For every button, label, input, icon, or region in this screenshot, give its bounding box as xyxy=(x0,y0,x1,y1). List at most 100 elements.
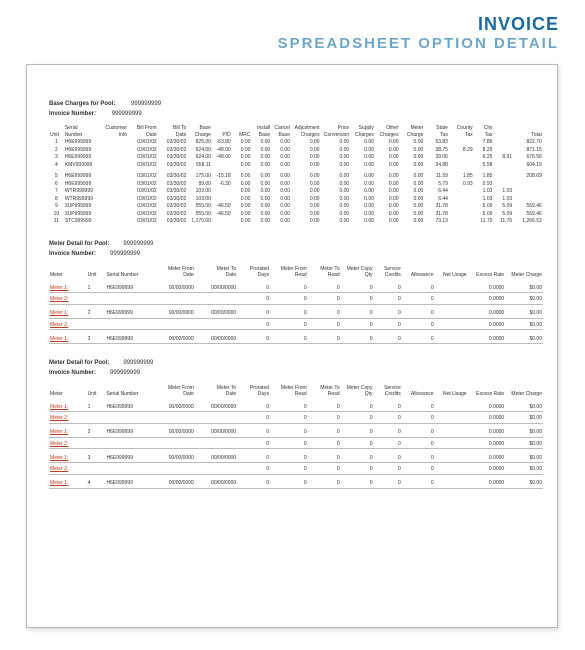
meter-link[interactable]: Meter 1: xyxy=(50,336,68,342)
base-table-cell: 103.00 xyxy=(187,195,212,203)
meter-table-cell: 0 xyxy=(402,333,435,344)
meter-table-cell: 0 xyxy=(237,307,270,318)
meter-table-cell: 0 xyxy=(308,307,341,318)
base-table-cell: 0.00 xyxy=(350,195,375,203)
base-col-header: Bill FromDate xyxy=(128,125,158,139)
meter-table-cell: 0 xyxy=(374,318,402,330)
meter-table-cell xyxy=(152,437,194,449)
base-table-cell xyxy=(449,218,474,226)
meter-link[interactable]: Meter 1: xyxy=(50,429,68,435)
meter-table-cell: 0 xyxy=(270,293,308,305)
meter-col-header: ServiceCredits xyxy=(374,265,402,282)
base-table-cell: 0.00 xyxy=(350,188,375,196)
meter-table-cell: Meter 2: xyxy=(49,293,87,305)
meter-table-cell xyxy=(87,412,106,424)
meter-link[interactable]: Meter 1: xyxy=(50,285,68,291)
meter-table-cell: 0 xyxy=(402,307,435,318)
meter-table-cell: Meter 2: xyxy=(49,318,87,330)
meter-table-cell: 0 xyxy=(270,437,308,449)
meter-table-cell: 0 xyxy=(341,333,374,344)
base-table-cell: 0.00 xyxy=(321,195,351,203)
base-table-row: 5H6E99999903/01/0203/30/02175.00-15.180.… xyxy=(49,173,543,181)
meter-title-label: Meter Detail for Pool: xyxy=(49,241,109,247)
meter-table-cell: 0 xyxy=(308,463,341,475)
meter-title-label: Meter Detail for Pool: xyxy=(49,360,109,366)
base-table-cell: 0.00 xyxy=(271,161,291,169)
base-col-header: SupplyCharges xyxy=(350,125,375,139)
base-table-cell: 0.00 xyxy=(400,210,425,218)
meter-table-cell: 0 xyxy=(270,477,308,488)
meter-col-header: Meter CopyQty xyxy=(341,265,374,282)
meter-link[interactable]: Meter 2: xyxy=(50,415,68,421)
base-table-cell: 0.00 xyxy=(232,139,252,147)
base-table-cell: 1,266.53 xyxy=(513,218,543,226)
meter-table-cell xyxy=(435,412,468,424)
meter-table-row: Meter 2:0000000.0000$0.00 xyxy=(49,293,543,305)
title-line1: INVOICE xyxy=(0,14,559,35)
base-table-cell: 0.00 xyxy=(350,154,375,162)
meter-table-cell xyxy=(195,318,237,330)
base-table-cell xyxy=(449,210,474,218)
base-table-cell: 0.00 xyxy=(400,173,425,181)
base-table-cell: 11.70 xyxy=(493,218,513,226)
meter-table-cell xyxy=(435,437,468,449)
base-table-cell: 03/01/02 xyxy=(128,146,158,154)
base-table-cell: 0.00 xyxy=(251,146,271,154)
base-table-row: 103UP99999903/01/0203/30/02555.00-46.500… xyxy=(49,210,543,218)
meter-table-cell: 0 xyxy=(402,401,435,412)
base-table-cell xyxy=(493,146,513,154)
meter-table-cell: 0 xyxy=(341,452,374,463)
base-table-cell: 0.00 xyxy=(291,139,321,147)
base-table-cell: 825.00 xyxy=(187,139,212,147)
base-table-cell xyxy=(103,188,128,196)
meter-table-cell: 00/00/0000 xyxy=(152,333,194,344)
base-table-cell xyxy=(513,195,543,203)
base-table-row: 1H6E99999903/01/0203/30/02825.00-63.800.… xyxy=(49,139,543,147)
base-table-cell: 0.00 xyxy=(321,139,351,147)
base-table-cell: 10 xyxy=(49,210,64,218)
meter-table-cell: 0 xyxy=(237,293,270,305)
meter-link[interactable]: Meter 1: xyxy=(50,310,68,316)
base-table-cell: 0.00 xyxy=(291,195,321,203)
meter-table-cell: $0.00 xyxy=(505,282,543,293)
meter-invoice-label: Invoice Number: xyxy=(49,370,96,376)
meter-link[interactable]: Meter 1: xyxy=(50,404,68,410)
meter-pool-value: 999999999 xyxy=(123,360,153,366)
base-table-cell xyxy=(103,173,128,181)
base-table-cell: 5.09 xyxy=(474,203,494,211)
base-table-cell: 0.00 xyxy=(271,203,291,211)
meter-table-cell: H6E999999 xyxy=(105,477,152,488)
base-col-header: MRC xyxy=(232,125,252,139)
meter-link[interactable]: Meter 1: xyxy=(50,455,68,461)
meter-table-cell: 00/00/0000 xyxy=(152,477,194,488)
meter-invoice-label: Invoice Number: xyxy=(49,251,96,257)
base-charges-label: Base Charges for Pool: xyxy=(49,101,115,107)
meter-table-cell: H6E999999 xyxy=(105,282,152,293)
base-table-cell: STC999999 xyxy=(64,218,104,226)
base-table-cell: 0.00 xyxy=(350,146,375,154)
base-table-row: 6H6E99999903/01/0203/30/0289.00-6.300.00… xyxy=(49,180,543,188)
meter-link[interactable]: Meter 2: xyxy=(50,322,68,328)
meter-table-cell: 0 xyxy=(374,293,402,305)
base-table-cell xyxy=(513,180,543,188)
base-table-cell xyxy=(103,154,128,162)
meter-table-cell: 0 xyxy=(374,437,402,449)
base-table-cell: 0.93 xyxy=(474,180,494,188)
meter-table-cell: 0 xyxy=(341,477,374,488)
meter-table-cell xyxy=(435,282,468,293)
meter-table-cell xyxy=(435,426,468,437)
meter-table-cell: 0 xyxy=(374,307,402,318)
meter-table-cell: 0 xyxy=(237,401,270,412)
base-table-cell: 0.00 xyxy=(251,180,271,188)
base-table-cell xyxy=(103,161,128,169)
meter-table-cell: Meter 1: xyxy=(49,401,87,412)
meter-link[interactable]: Meter 2: xyxy=(50,441,68,447)
meter-link[interactable]: Meter 2: xyxy=(50,466,68,472)
base-table-row: 11STC99999903/01/0203/30/021,170.000.000… xyxy=(49,218,543,226)
meter-invoice-value: 999999999 xyxy=(110,370,140,376)
meter-link[interactable]: Meter 2: xyxy=(50,296,68,302)
meter-link[interactable]: Meter 1: xyxy=(50,480,68,486)
base-table-cell: 0.00 xyxy=(232,180,252,188)
meter-table-cell: 0 xyxy=(270,426,308,437)
meter-table-cell: 0.0000 xyxy=(468,307,506,318)
